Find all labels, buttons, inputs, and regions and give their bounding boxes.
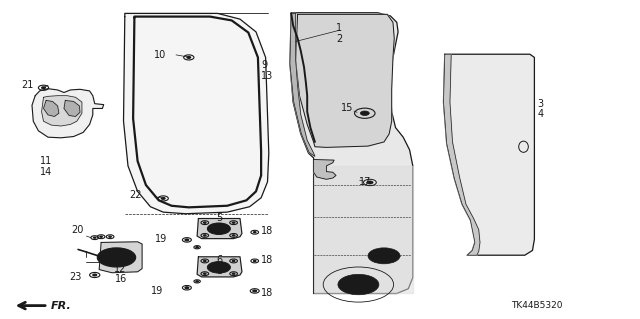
Circle shape [360, 111, 369, 115]
Polygon shape [314, 160, 336, 179]
Text: 16: 16 [115, 274, 127, 284]
Text: 9: 9 [261, 60, 268, 70]
Circle shape [232, 235, 235, 236]
Polygon shape [290, 13, 315, 156]
Circle shape [213, 264, 225, 270]
Polygon shape [124, 13, 269, 214]
Text: 23: 23 [70, 272, 82, 282]
Circle shape [207, 223, 230, 234]
Circle shape [367, 181, 373, 184]
Text: 6: 6 [216, 255, 223, 265]
Text: 4: 4 [538, 109, 544, 119]
Text: 1: 1 [336, 23, 342, 33]
Polygon shape [42, 96, 82, 126]
Text: 15: 15 [341, 103, 353, 113]
Circle shape [232, 222, 235, 223]
Text: 20: 20 [71, 225, 83, 235]
Circle shape [253, 290, 257, 292]
Circle shape [204, 260, 206, 262]
Polygon shape [314, 166, 413, 293]
Text: 21: 21 [22, 80, 34, 90]
Text: 17: 17 [359, 177, 371, 188]
Circle shape [253, 260, 256, 262]
Text: TK44B5320: TK44B5320 [511, 301, 562, 310]
Polygon shape [296, 14, 394, 147]
Circle shape [97, 248, 136, 267]
Text: 18: 18 [261, 288, 273, 298]
Circle shape [204, 235, 206, 236]
Circle shape [93, 274, 97, 276]
Circle shape [253, 232, 256, 233]
Text: 3: 3 [538, 99, 544, 109]
Polygon shape [44, 100, 59, 116]
Circle shape [196, 281, 198, 282]
Circle shape [185, 239, 189, 241]
Circle shape [161, 197, 165, 199]
Text: 14: 14 [40, 167, 52, 177]
Text: 2: 2 [336, 34, 342, 44]
Circle shape [109, 236, 111, 237]
Circle shape [232, 273, 235, 274]
Text: 5: 5 [216, 212, 223, 223]
Circle shape [213, 226, 225, 232]
Polygon shape [290, 13, 413, 293]
Circle shape [187, 56, 191, 58]
Text: 18: 18 [261, 255, 273, 265]
Polygon shape [197, 219, 242, 239]
Circle shape [207, 262, 230, 273]
Circle shape [102, 250, 131, 264]
Circle shape [185, 287, 189, 289]
Text: FR.: FR. [51, 300, 72, 311]
Circle shape [196, 247, 198, 248]
Polygon shape [197, 257, 242, 277]
Polygon shape [444, 54, 480, 255]
Circle shape [368, 248, 400, 264]
Circle shape [109, 254, 124, 261]
Polygon shape [99, 242, 142, 273]
Polygon shape [64, 100, 80, 116]
Circle shape [93, 237, 96, 238]
Polygon shape [32, 89, 104, 138]
Text: 8: 8 [216, 265, 223, 276]
Circle shape [100, 236, 102, 237]
Text: 13: 13 [261, 71, 273, 81]
Polygon shape [444, 54, 534, 255]
Circle shape [204, 222, 206, 223]
Circle shape [204, 273, 206, 274]
Text: 22: 22 [129, 190, 142, 200]
Circle shape [232, 260, 235, 262]
Text: 19: 19 [151, 286, 163, 296]
Text: 12: 12 [115, 263, 127, 274]
Text: 18: 18 [261, 226, 273, 236]
Circle shape [42, 87, 45, 89]
Circle shape [338, 274, 379, 295]
Text: 10: 10 [154, 50, 166, 60]
Text: 19: 19 [156, 234, 168, 244]
Text: 7: 7 [216, 223, 223, 233]
Text: 11: 11 [40, 156, 52, 166]
